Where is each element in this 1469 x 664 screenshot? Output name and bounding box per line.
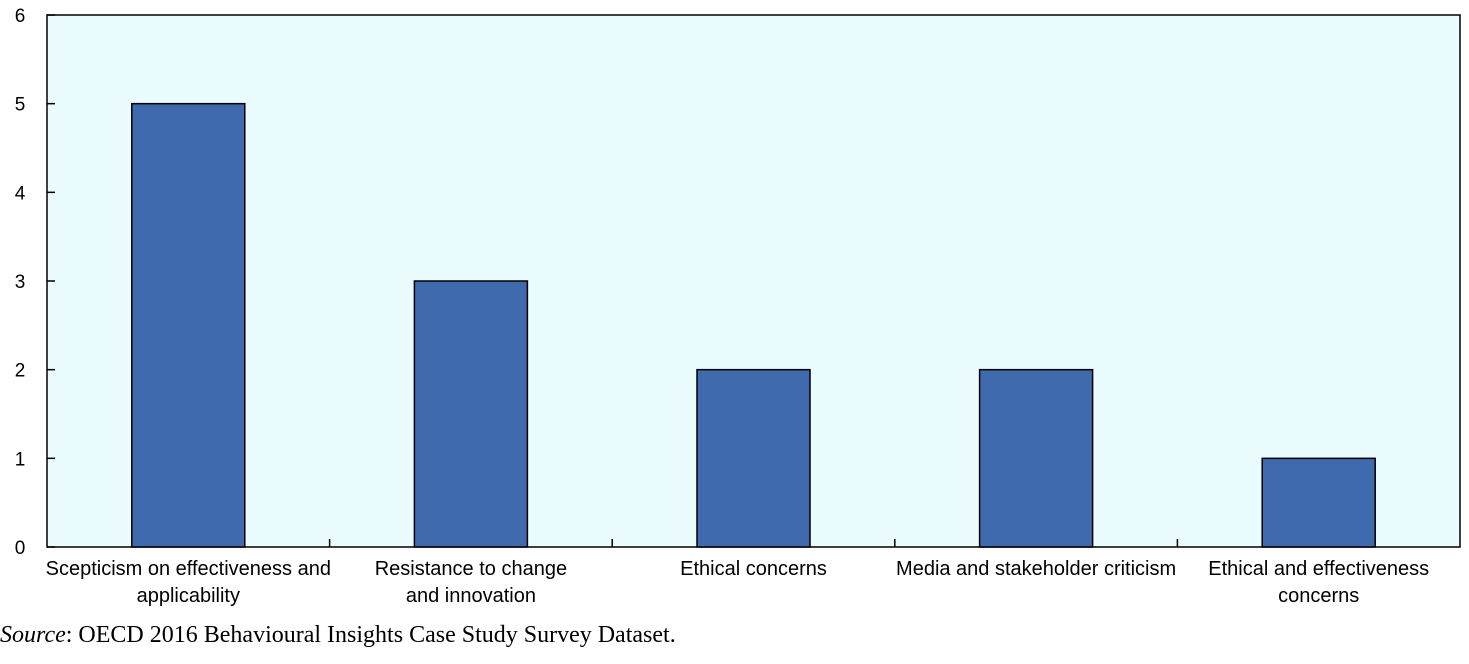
y-tick-label: 1 — [15, 449, 26, 470]
x-category-label: Media and stakeholder criticism — [896, 558, 1176, 580]
y-tick-label: 3 — [15, 272, 26, 293]
bar — [1261, 457, 1376, 548]
bar — [696, 368, 811, 548]
y-tick-label: 2 — [15, 361, 26, 382]
x-category-label: concerns — [1278, 585, 1359, 607]
bar — [131, 102, 246, 548]
source-label: Source — [0, 622, 66, 648]
source-note: Source: OECD 2016 Behavioural Insights C… — [0, 622, 676, 649]
y-tick-label: 4 — [15, 183, 26, 204]
x-category-label: and innovation — [406, 585, 536, 607]
x-category-label: Scepticism on effectiveness and — [46, 558, 331, 580]
category-labels: Scepticism on effectiveness and applicabi… — [46, 558, 1430, 607]
bar — [978, 368, 1094, 548]
y-tick-label: 0 — [15, 538, 26, 559]
bars — [131, 102, 1376, 548]
source-text: : OECD 2016 Behavioural Insights Case St… — [65, 622, 676, 648]
y-tick-label: 6 — [15, 6, 26, 27]
x-axis — [328, 539, 1179, 547]
x-category-label: applicability — [137, 585, 240, 607]
y-axis: 0 1 2 3 4 5 6 — [15, 6, 55, 559]
y-tick-label: 5 — [15, 95, 26, 116]
x-category-label: Resistance to change — [375, 558, 567, 580]
x-category-label: Ethical and effectiveness — [1208, 558, 1429, 580]
bar — [413, 280, 529, 548]
x-category-label: Ethical concerns — [680, 558, 827, 580]
